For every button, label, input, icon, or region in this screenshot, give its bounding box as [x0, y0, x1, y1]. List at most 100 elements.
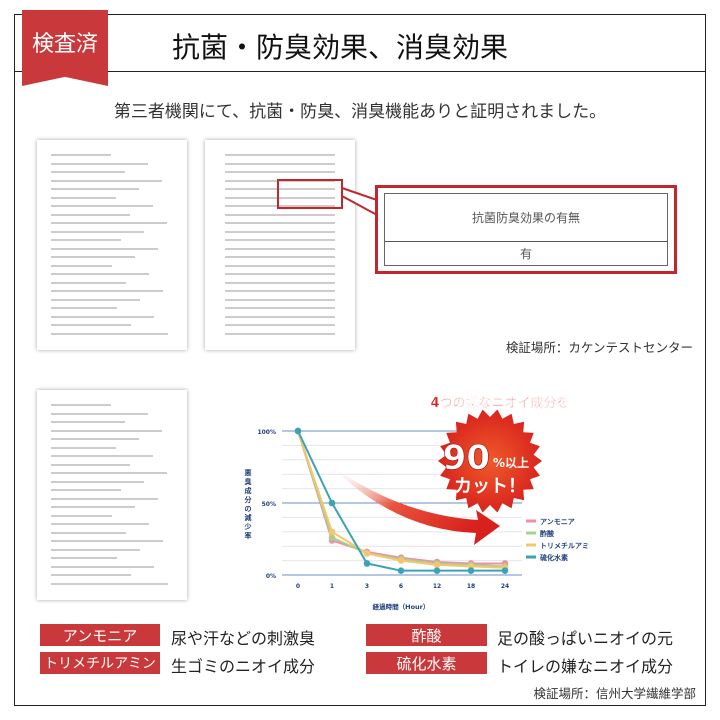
document-text-line: [225, 307, 335, 309]
y-tick-label: 100%: [257, 429, 276, 436]
subtitle: 第三者機関にて、抗菌・防臭、消臭機能ありと証明されました。: [113, 102, 607, 122]
document-text-line: [225, 281, 335, 284]
document-text-line: [51, 548, 140, 551]
document-text-line: [51, 256, 135, 258]
starburst-cut-label: カット！: [454, 476, 526, 497]
document-text-line: [51, 514, 112, 517]
document-text-line: [51, 523, 149, 525]
document-text-line: [51, 472, 167, 474]
red-arrow: [330, 465, 500, 545]
document-text-line: [51, 230, 144, 233]
highlight-callout: 抗菌防臭効果の有無 有: [375, 185, 677, 274]
odor-tag-trimethylamine: トリメチルアミン: [40, 652, 160, 674]
document-text-line: [225, 298, 335, 301]
document-text-line: [51, 463, 130, 466]
page-title: 抗菌・防臭効果、消臭効果: [172, 31, 509, 64]
document-text-line: [225, 205, 335, 207]
document-text-line: [225, 213, 335, 216]
document-text-line: [51, 446, 116, 449]
document-text-line: [51, 404, 111, 406]
legend-label: トリメチルアミン: [540, 542, 590, 550]
document-text-line: [225, 332, 335, 335]
odor-desc-hydrogen-sulfide: トイレの嫌なニオイ成分: [497, 657, 674, 676]
document-text-line: [51, 171, 125, 173]
document-text-line: [51, 179, 162, 182]
test-report-document-1: [37, 140, 187, 350]
data-point: [467, 567, 475, 574]
document-text-line: [51, 540, 163, 542]
odor-desc-ammonia: 尿や汗などの刺激臭: [171, 629, 316, 648]
document-text-line: [51, 497, 158, 500]
document-text-line: [225, 171, 335, 173]
starburst-badge: [438, 409, 542, 513]
document-text-line: [51, 531, 126, 534]
header-divider: [14, 71, 706, 72]
document-text-line: [225, 196, 335, 199]
document-text-line: [51, 412, 148, 415]
x-axis-label: 経過時間（Hour）: [373, 602, 430, 611]
test-report-document-3: [37, 390, 187, 600]
document-text-line: [51, 298, 140, 301]
document-text-line: [225, 264, 335, 267]
document-text-line: [51, 264, 112, 267]
document-text-line: [51, 438, 139, 440]
document-text-line: [51, 290, 163, 292]
callout-header: 抗菌防臭効果の有無: [385, 194, 667, 242]
document-text-line: [51, 273, 149, 275]
document-text-line: [51, 421, 125, 423]
document-text-line: [51, 429, 162, 432]
chart-headline: 4つの嫌なニオイ成分を: [430, 395, 569, 411]
starburst-unit: %以上: [493, 455, 529, 470]
document-text-line: [51, 489, 121, 491]
data-point: [363, 560, 371, 567]
document-text-line: [51, 196, 116, 199]
y-axis-label-char: 臭: [245, 477, 252, 486]
test-report-document-2: [205, 140, 355, 350]
document-text-line: [51, 315, 154, 318]
document-text-line: [51, 557, 117, 559]
odor-tag-acetic-acid: 酢酸: [366, 624, 487, 646]
document-text-line: [51, 480, 144, 483]
odor-desc-acetic-acid: 足の酸っぱいニオイの元: [497, 629, 674, 648]
document-text-line: [51, 222, 167, 224]
test-location-caption-1: 検証場所：カケンテストセンター: [505, 340, 693, 355]
test-location-caption-2: 検証場所：信州大学繊維学部: [533, 686, 696, 701]
odor-tag-hydrogen-sulfide: 硫化水素: [366, 652, 487, 674]
document-text-line: [51, 188, 139, 190]
document-text-line: [225, 188, 335, 190]
document-text-line: [51, 239, 121, 241]
document-text-line: [225, 230, 335, 233]
document-text-line: [225, 247, 335, 250]
data-point: [328, 528, 336, 536]
data-point: [328, 534, 336, 541]
document-text-line: [51, 213, 130, 216]
y-axis-label-char: 悪: [245, 468, 252, 477]
content-frame: [14, 14, 706, 706]
data-point: [501, 567, 509, 574]
document-text-line: [51, 455, 153, 457]
document-text-line: [51, 582, 168, 585]
document-text-line: [225, 162, 335, 165]
data-point: [397, 557, 405, 564]
document-text-line: [51, 307, 117, 309]
y-tick-label: 0%: [266, 573, 276, 580]
y-axis-label-char: の: [245, 505, 252, 513]
document-text-line: [51, 247, 158, 250]
odor-tag-ammonia: アンモニア: [40, 624, 160, 646]
y-axis-label-char: 分: [245, 495, 252, 504]
odor-desc-trimethylamine: 生ゴミのニオイ成分: [171, 657, 316, 676]
x-tick-label: 0: [296, 583, 300, 590]
legend-label: 硫化水素: [540, 553, 568, 562]
data-point: [363, 550, 371, 557]
data-point: [328, 499, 336, 507]
x-tick-label: 18: [467, 583, 475, 590]
document-text-line: [51, 324, 131, 326]
data-point: [433, 561, 441, 569]
inspected-badge: 検査済: [22, 10, 108, 86]
document-text-line: [51, 574, 131, 576]
document-text-line: [51, 332, 168, 335]
data-point: [433, 567, 441, 574]
legend-label: アンモニア: [540, 518, 575, 526]
data-point: [294, 427, 302, 435]
